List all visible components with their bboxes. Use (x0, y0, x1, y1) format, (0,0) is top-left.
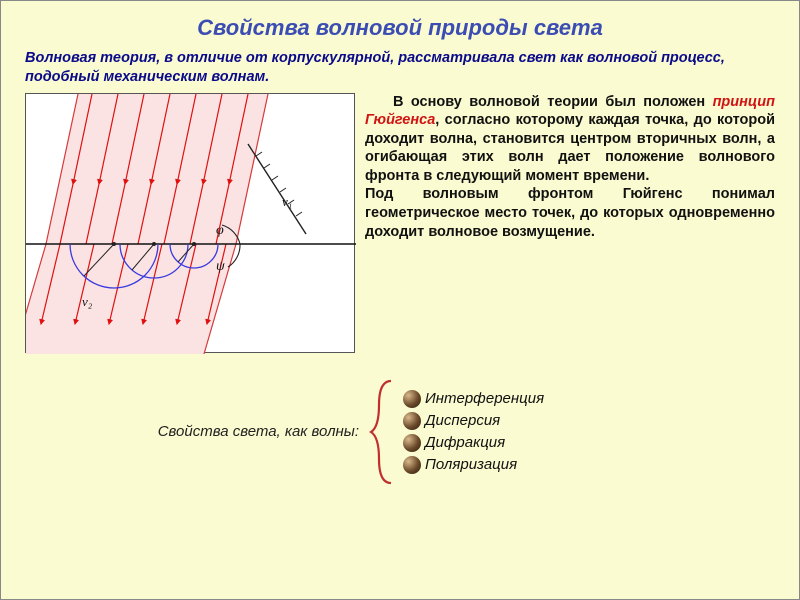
properties-row: Свойства света, как волны: Интерференция… (25, 377, 775, 487)
upper-beam-fill (46, 94, 268, 244)
sphere-bullet-icon (403, 434, 421, 452)
property-item: Интерференция (403, 390, 544, 408)
body-paragraph-2: Под волновым фронтом Гюйгенс понимал гео… (365, 185, 775, 241)
property-name: Поляризация (425, 456, 517, 473)
property-item: Дисперсия (403, 412, 544, 430)
sphere-bullet-icon (403, 390, 421, 408)
sphere-bullet-icon (403, 456, 421, 474)
intro-paragraph: Волновая теория, в отличие от корпускуля… (25, 49, 775, 87)
properties-list: Интерференция Дисперсия Дифракция Поляри… (403, 390, 544, 474)
p1-before: В основу волновой теории был положен (393, 94, 713, 110)
property-name: Дисперсия (425, 412, 500, 429)
property-item: Поляризация (403, 456, 544, 474)
body-paragraph-1: В основу волновой теории был положен при… (365, 93, 775, 186)
phi-label: φ (216, 223, 224, 238)
huygens-diagram: φ ψ v₁ v₂ (25, 93, 355, 353)
properties-label: Свойства света, как волны: (25, 423, 365, 440)
wavefront-ticks (256, 152, 302, 216)
brace-icon (369, 377, 399, 487)
content-row: φ ψ v₁ v₂ В основу волновой теории был п… (25, 93, 775, 353)
v2-label: v₂ (82, 294, 93, 309)
psi-label: ψ (216, 259, 225, 274)
slide-title: Свойства волновой природы света (25, 15, 775, 41)
property-name: Интерференция (425, 390, 544, 407)
body-text: В основу волновой теории был положен при… (365, 93, 775, 353)
v1-label: v₁ (282, 194, 292, 209)
diagram-svg: φ ψ v₁ v₂ (26, 94, 356, 354)
wavefront-upper (248, 144, 306, 234)
lower-beam-fill (26, 244, 236, 354)
sphere-bullet-icon (403, 412, 421, 430)
property-item: Дифракция (403, 434, 544, 452)
property-name: Дифракция (425, 434, 505, 451)
slide: Свойства волновой природы света Волновая… (0, 0, 800, 600)
